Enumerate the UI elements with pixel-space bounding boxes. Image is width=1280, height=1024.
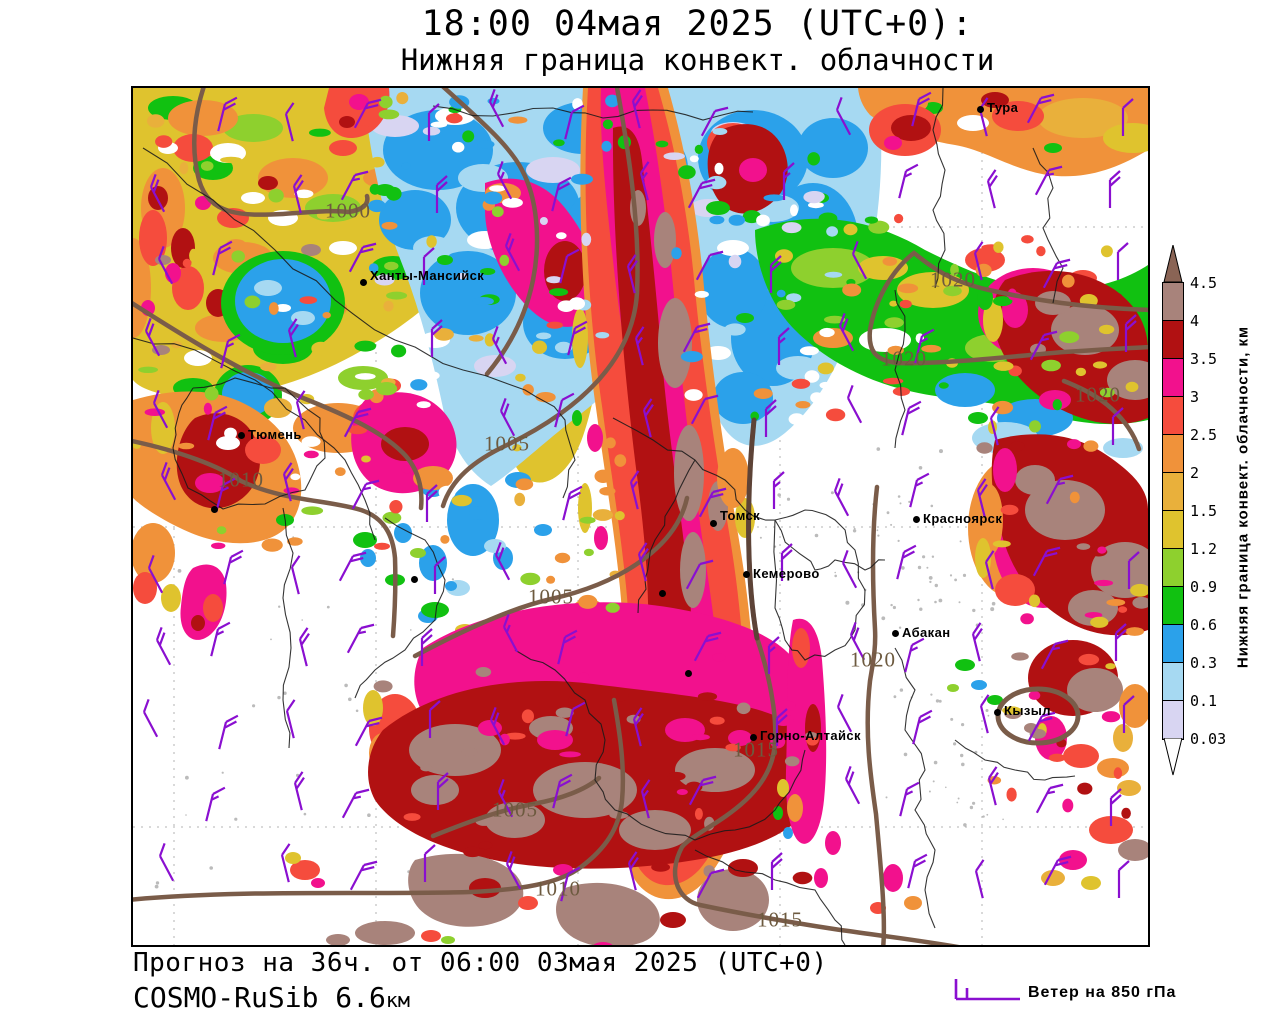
colorbar-segment <box>1163 549 1183 587</box>
wind-barb-icon <box>954 979 1020 1001</box>
colorbar-tick: 0.9 <box>1190 578 1218 596</box>
forecast-info: Прогноз на 36ч. от 06:00 03мая 2025 (UTC… <box>133 948 828 978</box>
isobar-lines <box>133 88 1148 945</box>
colorbar-tick: 3.5 <box>1190 350 1218 368</box>
colorbar-tick: 0.3 <box>1190 654 1218 672</box>
colorbar-segment <box>1163 397 1183 435</box>
wind-barbs <box>142 88 1140 902</box>
map-frame: 1000 1005 1010 1005 1020 1020 1020 1020 1015 1005… <box>131 86 1150 947</box>
colorbar-tick: 4.5 <box>1190 274 1218 292</box>
colorbar-tick: 1.5 <box>1190 502 1218 520</box>
cloud-base-field <box>133 88 1148 945</box>
colorbar-tick: 0.1 <box>1190 692 1218 710</box>
colorbar-segment <box>1163 663 1183 701</box>
admin-borders <box>133 88 1076 945</box>
colorbar-segment <box>1163 701 1183 739</box>
title-parameter: Нижняя граница конвект. облачности <box>400 43 995 78</box>
colorbar-segment <box>1163 321 1183 359</box>
colorbar-overflow-arrow <box>1163 245 1183 283</box>
colorbar-tick: 0.6 <box>1190 616 1218 634</box>
colorbar-segment <box>1163 283 1183 321</box>
colorbar <box>1162 282 1184 740</box>
page-title: 18:00 04мая 2025 (UTC+0): Нижняя граница… <box>190 4 1205 78</box>
cloud-base-map-image <box>133 88 1148 945</box>
colorbar-segment <box>1163 625 1183 663</box>
colorbar-segment <box>1163 359 1183 397</box>
colorbar-segment <box>1163 511 1183 549</box>
colorbar-tick: 2.5 <box>1190 426 1218 444</box>
colorbar-axis-label: Нижняя граница конвект. облачности, км <box>1234 325 1252 669</box>
colorbar-segment <box>1163 587 1183 625</box>
colorbar-tick: 2 <box>1190 464 1200 482</box>
colorbar-tick: 3 <box>1190 388 1200 406</box>
model-name: COSMO-RuSib 6.6 <box>133 981 386 1014</box>
colorbar-segment <box>1163 435 1183 473</box>
colorbar-tick: 1.2 <box>1190 540 1218 558</box>
model-unit: км <box>385 988 410 1012</box>
colorbar-underflow-arrow <box>1163 738 1183 776</box>
colorbar-segment <box>1163 473 1183 511</box>
title-datetime: 18:00 04мая 2025 (UTC+0): <box>421 4 974 44</box>
model-info: COSMO-RuSib 6.6км <box>133 981 410 1014</box>
wind-legend-label: Ветер на 850 гПа <box>1028 984 1177 1001</box>
colorbar-tick: 0.03 <box>1190 730 1227 748</box>
colorbar-tick: 4 <box>1190 312 1200 330</box>
